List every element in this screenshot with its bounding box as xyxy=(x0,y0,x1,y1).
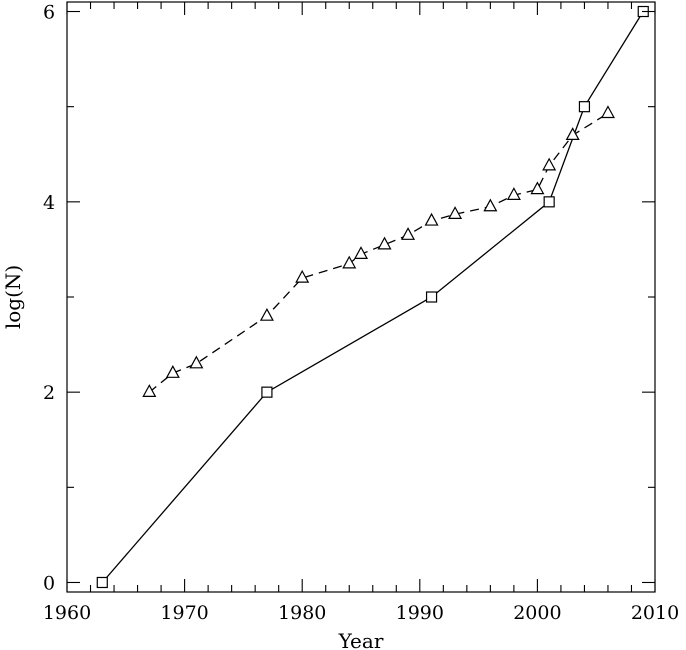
triangle-marker xyxy=(142,384,157,397)
triangle-marker xyxy=(189,355,204,369)
square-marker xyxy=(96,576,108,589)
x-tick-label: 2010 xyxy=(631,602,679,624)
x-axis-label: Year xyxy=(338,629,384,650)
triangle-marker xyxy=(377,236,392,250)
plot-area xyxy=(96,5,649,589)
x-tick-label: 1960 xyxy=(43,602,91,624)
triangle-marker xyxy=(165,365,180,378)
triangle-marker xyxy=(353,246,369,259)
triangle-marker xyxy=(530,181,545,195)
triangle-marker xyxy=(506,187,521,200)
triangle-marker xyxy=(600,105,615,119)
series-line-dashed xyxy=(148,112,609,393)
series-line-solid xyxy=(101,11,644,583)
triangle-marker xyxy=(259,307,274,321)
triangle-marker xyxy=(295,269,310,283)
square-marker xyxy=(543,196,555,208)
square-marker xyxy=(261,386,273,398)
square-marker xyxy=(578,101,591,113)
series-squares xyxy=(96,5,649,589)
y-axis-label: log(N) xyxy=(1,265,25,329)
y-tick-label: 4 xyxy=(43,192,55,214)
triangle-marker xyxy=(565,127,580,141)
triangle-marker xyxy=(483,198,498,212)
x-tick-label: 1990 xyxy=(396,602,444,624)
triangle-marker xyxy=(448,206,463,219)
triangle-marker xyxy=(342,255,357,269)
triangle-marker xyxy=(542,157,557,171)
series-triangles xyxy=(142,105,615,397)
y-tick-label: 6 xyxy=(43,2,55,24)
axis-ticks xyxy=(66,2,656,592)
x-tick-label: 2000 xyxy=(513,602,561,624)
x-tick-label: 1980 xyxy=(278,602,326,624)
tick-labels: 1960 1970 1980 1990 2000 2010 0 2 4 6 xyxy=(43,2,679,624)
y-tick-label: 2 xyxy=(43,382,55,404)
y-tick-label: 0 xyxy=(43,572,55,594)
x-tick-label: 1970 xyxy=(160,602,208,624)
square-marker xyxy=(425,291,438,303)
plot-frame xyxy=(66,1,656,593)
triangle-marker xyxy=(424,212,439,226)
triangle-marker xyxy=(401,227,416,240)
